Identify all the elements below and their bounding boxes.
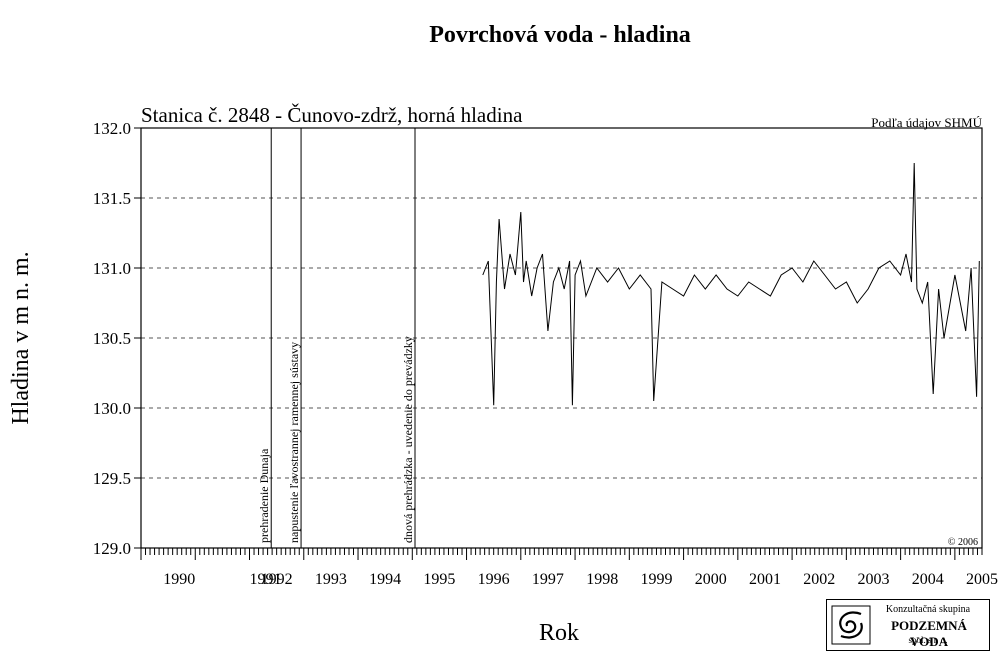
y-axis: 129.0 129.5 130.0 130.5 131.0 131.5 132.0	[93, 119, 141, 558]
grid	[141, 197, 982, 479]
x-tick-label: 2003	[857, 571, 889, 588]
x-tick-label: 1999	[640, 571, 672, 588]
event-label: napustenie ľavostrannej ramennej sústavy	[287, 342, 301, 543]
x-tick-label: 1990	[163, 571, 195, 588]
chart-title: Povrchová voda - hladina	[429, 22, 691, 48]
x-tick-label: 1997	[532, 571, 564, 588]
y-tick-label: 130.5	[93, 329, 131, 348]
x-tick-label: 1992	[261, 571, 293, 588]
event-markers: prehradenie Dunaja napustenie ľavostranne…	[257, 128, 416, 548]
x-tick-label: 2002	[803, 571, 835, 588]
logo-line-2: PODZEMNÁ VODA	[891, 618, 967, 649]
logo-mark-icon	[831, 605, 871, 645]
x-tick-label: 2005	[966, 571, 998, 588]
company-logo: Konzultačná skupina PODZEMNÁ VODA spol. …	[826, 599, 990, 651]
x-tick-label: 1994	[369, 571, 401, 588]
source-note: Podľa údajov SHMÚ	[871, 115, 982, 130]
y-tick-label: 129.0	[93, 539, 131, 558]
y-axis-label: Hladina v m n. m.	[8, 251, 34, 424]
y-tick-label: 130.0	[93, 399, 131, 418]
y-tick-label: 129.5	[93, 469, 131, 488]
event-label: dnová prehrádzka - uvedenie do prevádzky	[401, 336, 415, 543]
series-line	[482, 162, 980, 406]
y-tick-label: 131.5	[93, 189, 131, 208]
x-tick-label: 1995	[423, 571, 455, 588]
x-axis-label: Rok	[539, 620, 579, 646]
x-tick-label: 2004	[912, 571, 944, 588]
x-tick-label: 2001	[749, 571, 781, 588]
copyright-note: © 2006	[948, 537, 978, 548]
x-tick-label: 1991	[250, 571, 282, 588]
logo-line-1: Konzultačná skupina	[885, 604, 971, 615]
chart-subtitle: Stanica č. 2848 - Čunovo-zdrž, horná hla…	[141, 103, 523, 127]
y-tick-label: 132.0	[93, 119, 131, 138]
x-tick-label: 1996	[478, 571, 510, 588]
x-tick-label: 1993	[315, 571, 347, 588]
logo-line-3: spol. s r. o.	[908, 635, 948, 645]
event-label: prehradenie Dunaja	[257, 448, 271, 543]
y-tick-label: 131.0	[93, 259, 131, 278]
x-tick-label: 2000	[695, 571, 727, 588]
x-tick-label: 1998	[586, 571, 618, 588]
